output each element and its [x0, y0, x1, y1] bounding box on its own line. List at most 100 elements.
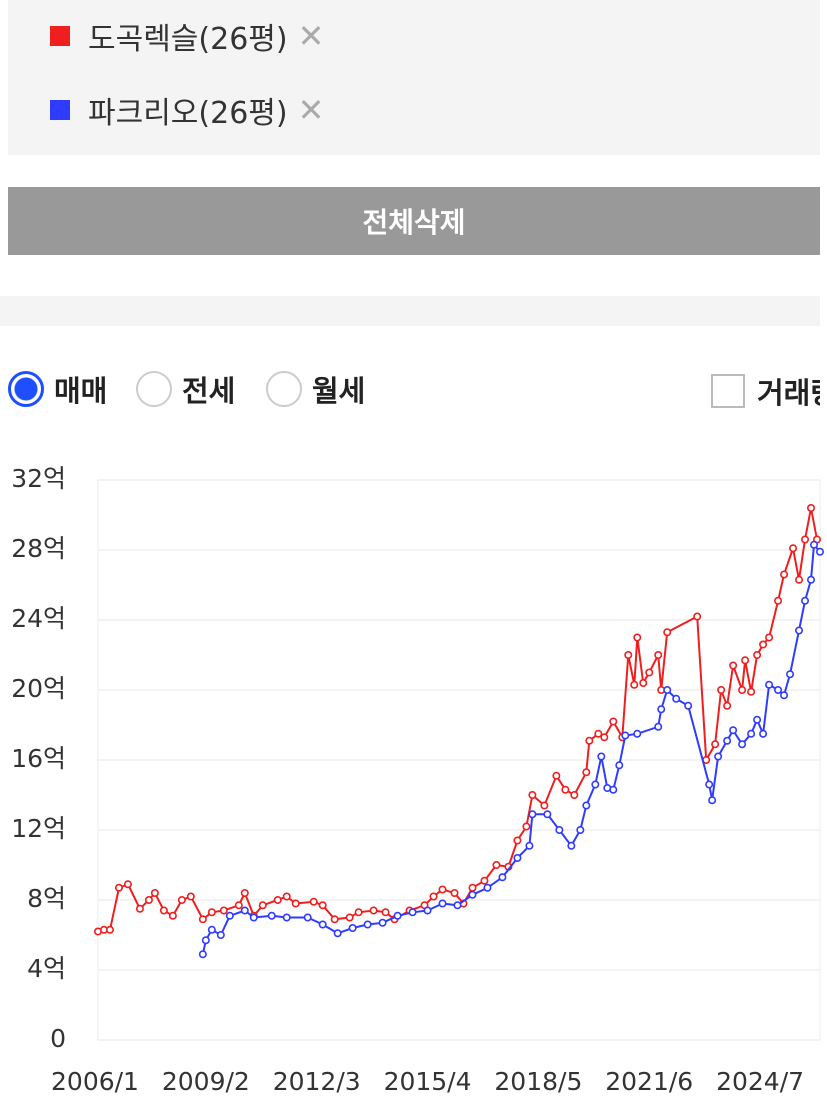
data-point	[765, 680, 774, 689]
data-point	[135, 904, 144, 913]
data-point	[528, 810, 537, 819]
data-point	[780, 691, 789, 700]
data-point	[714, 752, 723, 761]
data-point	[480, 876, 489, 885]
data-point	[597, 752, 606, 761]
data-point	[309, 897, 318, 906]
data-point	[240, 888, 249, 897]
x-tick-label: 2024/7	[716, 1067, 804, 1096]
data-point	[543, 810, 552, 819]
y-tick-label: 20억	[11, 674, 66, 703]
data-point	[513, 836, 522, 845]
data-point	[630, 680, 639, 689]
data-point	[609, 717, 618, 726]
data-point	[177, 895, 186, 904]
data-point	[513, 853, 522, 862]
remove-icon[interactable]: ✕	[297, 17, 325, 55]
data-point	[747, 687, 756, 696]
data-point	[450, 888, 459, 897]
selected-item: 파크리오(26평) ✕	[50, 88, 324, 132]
data-point	[219, 906, 228, 915]
data-point	[567, 841, 576, 850]
data-point	[207, 908, 216, 917]
data-point	[693, 612, 702, 621]
legend-label: 파크리오(26평)	[88, 96, 288, 131]
checkbox[interactable]: 거래량	[711, 370, 820, 412]
chart: 0 4억 8억 12억 16억 20억 24억 28억 32억 2006/1 2009/2 2012/…	[11, 464, 824, 1096]
data-point	[225, 911, 234, 920]
data-point	[576, 825, 585, 834]
data-point	[621, 731, 630, 740]
data-point	[663, 686, 672, 695]
data-point	[528, 790, 537, 799]
data-point	[594, 729, 603, 738]
data-point	[663, 628, 672, 637]
data-point	[498, 873, 507, 882]
data-point	[801, 596, 810, 605]
checkbox-label: 거래량	[757, 376, 820, 410]
delete-all-button[interactable]: 전체삭제	[8, 187, 820, 255]
data-point	[303, 913, 312, 922]
data-point	[774, 686, 783, 695]
data-point	[363, 920, 372, 929]
data-point	[654, 651, 663, 660]
data-point	[354, 908, 363, 917]
y-tick-label: 12억	[11, 814, 66, 843]
data-point	[249, 913, 258, 922]
data-point	[207, 925, 216, 934]
data-point	[408, 908, 417, 917]
data-point	[810, 540, 819, 549]
data-point	[807, 504, 816, 513]
radio[interactable]: 전세	[136, 368, 235, 410]
data-point	[150, 888, 159, 897]
data-point	[468, 883, 477, 892]
data-point	[705, 780, 714, 789]
data-point	[381, 908, 390, 917]
data-point	[234, 901, 243, 910]
radio-dot	[8, 371, 44, 407]
options: 매매 전세 월세 거래량	[0, 362, 820, 414]
data-point	[729, 661, 738, 670]
legend-swatch	[50, 100, 70, 120]
data-point	[801, 535, 810, 544]
data-point	[348, 923, 357, 932]
data-point	[267, 911, 276, 920]
radio[interactable]: 매매	[8, 368, 107, 410]
data-point	[273, 895, 282, 904]
data-point	[438, 899, 447, 908]
data-point	[369, 906, 378, 915]
x-tick-label: 2009/2	[162, 1067, 250, 1096]
data-point	[765, 633, 774, 642]
data-point	[333, 929, 342, 938]
data-point	[711, 740, 720, 749]
remove-icon[interactable]: ✕	[297, 91, 325, 129]
data-point	[216, 930, 225, 939]
data-point	[168, 911, 177, 920]
data-point	[759, 640, 768, 649]
divider	[0, 296, 820, 326]
selected-list: 도곡렉슬(26평) ✕ 파크리오(26평) ✕	[8, 0, 820, 155]
data-point	[123, 880, 132, 889]
data-point	[282, 913, 291, 922]
data-point	[555, 825, 564, 834]
data-point	[330, 915, 339, 924]
data-point	[738, 686, 747, 695]
data-point	[609, 785, 618, 794]
data-point	[708, 796, 717, 805]
data-point	[561, 785, 570, 794]
y-tick-label: 4억	[27, 954, 66, 983]
x-tick-label: 2018/5	[494, 1067, 582, 1096]
data-point	[600, 733, 609, 742]
data-point	[423, 906, 432, 915]
radio-label: 매매	[54, 374, 108, 408]
radio[interactable]: 월세	[266, 368, 365, 410]
checkbox-box	[711, 374, 745, 408]
data-point	[815, 547, 824, 556]
data-point	[582, 768, 591, 777]
data-point	[570, 790, 579, 799]
data-point	[186, 892, 195, 901]
data-point	[159, 906, 168, 915]
data-point	[318, 920, 327, 929]
data-point	[591, 780, 600, 789]
data-point	[144, 895, 153, 904]
